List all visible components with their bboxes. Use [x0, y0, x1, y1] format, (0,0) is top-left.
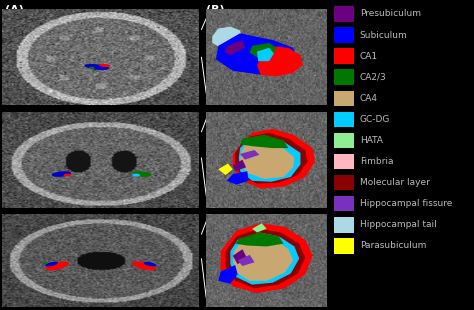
- Ellipse shape: [132, 174, 140, 176]
- FancyBboxPatch shape: [334, 175, 354, 190]
- Polygon shape: [250, 43, 276, 57]
- FancyBboxPatch shape: [334, 91, 354, 106]
- Text: Presubiculum: Presubiculum: [360, 9, 421, 19]
- Text: GC-DG: GC-DG: [360, 115, 390, 124]
- Text: Molecular layer: Molecular layer: [360, 178, 429, 187]
- Polygon shape: [230, 232, 299, 285]
- Text: CA1: CA1: [360, 51, 378, 61]
- Text: (A): (A): [5, 5, 24, 15]
- Ellipse shape: [46, 262, 69, 270]
- Polygon shape: [252, 223, 266, 232]
- Polygon shape: [237, 255, 255, 266]
- Polygon shape: [240, 140, 294, 179]
- Polygon shape: [233, 129, 315, 188]
- Text: CA4: CA4: [360, 94, 378, 103]
- Polygon shape: [240, 150, 259, 160]
- FancyBboxPatch shape: [334, 69, 354, 85]
- Polygon shape: [218, 265, 237, 284]
- Text: HATA: HATA: [360, 136, 383, 145]
- Ellipse shape: [132, 262, 156, 270]
- Polygon shape: [239, 137, 301, 182]
- Polygon shape: [235, 133, 308, 184]
- Text: Hippocampal tail: Hippocampal tail: [360, 220, 437, 229]
- Text: Parasubiculum: Parasubiculum: [360, 241, 426, 250]
- Polygon shape: [235, 232, 283, 246]
- Ellipse shape: [46, 262, 58, 266]
- Polygon shape: [221, 223, 312, 293]
- Polygon shape: [212, 27, 242, 48]
- Ellipse shape: [144, 262, 156, 266]
- FancyBboxPatch shape: [334, 238, 354, 254]
- Polygon shape: [233, 160, 246, 171]
- Text: Fimbria: Fimbria: [360, 157, 393, 166]
- Polygon shape: [233, 249, 247, 264]
- Polygon shape: [218, 163, 233, 175]
- FancyBboxPatch shape: [334, 6, 354, 22]
- Ellipse shape: [43, 262, 48, 264]
- FancyBboxPatch shape: [334, 27, 354, 43]
- Ellipse shape: [132, 171, 152, 177]
- Ellipse shape: [89, 67, 95, 69]
- Text: Hippocampal fissure: Hippocampal fissure: [360, 199, 452, 208]
- FancyBboxPatch shape: [334, 133, 354, 148]
- Text: CA2/3: CA2/3: [360, 73, 386, 82]
- Polygon shape: [257, 46, 303, 77]
- Text: (B): (B): [206, 5, 225, 15]
- Polygon shape: [257, 48, 274, 61]
- Polygon shape: [227, 171, 248, 185]
- Ellipse shape: [64, 174, 71, 176]
- Ellipse shape: [99, 64, 110, 67]
- Polygon shape: [226, 229, 305, 288]
- Polygon shape: [240, 135, 288, 148]
- Ellipse shape: [84, 64, 109, 70]
- FancyBboxPatch shape: [334, 196, 354, 211]
- Polygon shape: [233, 236, 293, 281]
- FancyBboxPatch shape: [334, 217, 354, 232]
- FancyBboxPatch shape: [334, 112, 354, 127]
- Polygon shape: [216, 33, 297, 75]
- FancyBboxPatch shape: [334, 154, 354, 169]
- FancyBboxPatch shape: [334, 48, 354, 64]
- Polygon shape: [224, 40, 245, 55]
- Text: Subiculum: Subiculum: [360, 30, 408, 40]
- Ellipse shape: [52, 171, 71, 177]
